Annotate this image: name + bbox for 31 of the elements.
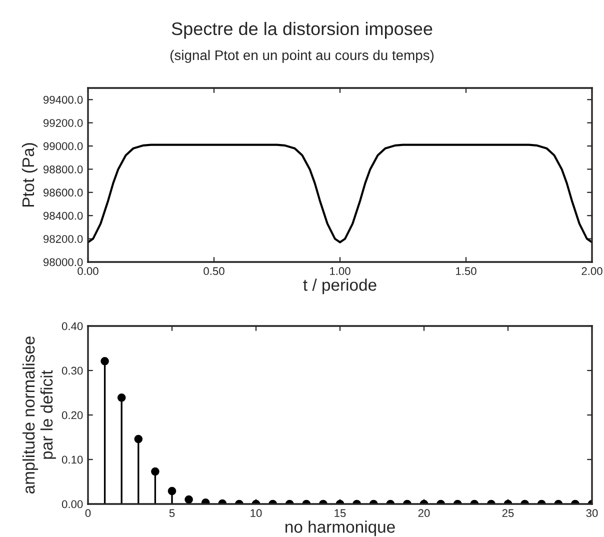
y-tick-label: 99000.0: [44, 142, 83, 150]
x-tick-label: 15: [334, 509, 346, 518]
y-tick-label: 98600.0: [44, 188, 83, 197]
chart-subtitle: (signal Ptot en un point au cours du temps): [170, 50, 434, 63]
y-tick-label: 99200.0: [44, 119, 83, 127]
y-tick-label: 98000.0: [44, 258, 83, 266]
y-axis-title: Ptot (Pa): [22, 143, 38, 207]
x-tick-label: 0.50: [204, 267, 224, 276]
y-tick-label: 0.40: [62, 322, 83, 330]
x-tick-label: 10: [250, 509, 262, 518]
x-axis-title: t / periode: [303, 278, 376, 294]
y-tick-label: 98800.0: [44, 165, 83, 174]
y-tick-label: 0.30: [62, 366, 83, 375]
x-tick-label: 20: [418, 509, 430, 518]
x-tick-label: 2.00: [582, 267, 602, 276]
x-tick-label: 0: [85, 509, 91, 518]
x-tick-label: 25: [502, 509, 514, 518]
x-tick-label: 30: [586, 509, 598, 518]
y-tick-label: 0.00: [62, 500, 83, 508]
y-tick-label: 0.10: [62, 456, 83, 464]
x-tick-label: 1.50: [456, 267, 476, 276]
y-axis-title: amplitude normalisee par le deficit: [22, 336, 56, 494]
y-tick-label: 99400.0: [44, 96, 83, 104]
chart-title: Spectre de la distorsion imposee: [172, 22, 432, 39]
x-tick-label: 5: [169, 509, 175, 518]
x-tick-label: 1.00: [330, 267, 350, 276]
y-tick-label: 0.20: [62, 411, 83, 420]
y-tick-label: 98200.0: [44, 235, 83, 243]
x-axis-title: no harmonique: [286, 520, 395, 536]
y-tick-label: 98400.0: [44, 212, 83, 220]
x-tick-label: 0.00: [78, 267, 98, 276]
